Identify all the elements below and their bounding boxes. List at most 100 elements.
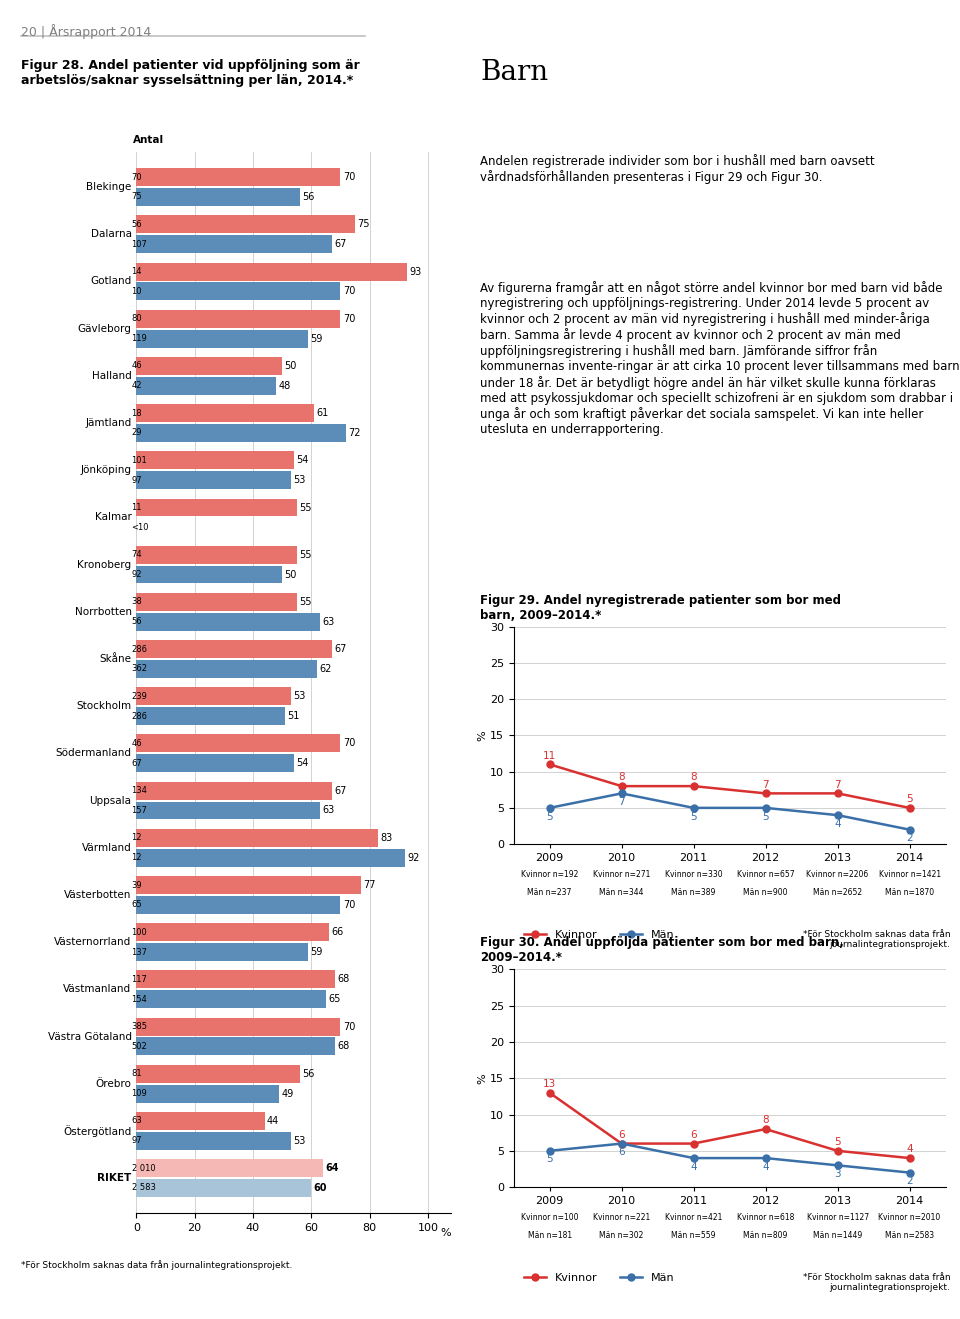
Text: 70: 70 [343,286,355,297]
Text: Västra Götaland: Västra Götaland [47,1031,132,1042]
Text: 70: 70 [343,1022,355,1031]
Text: 137: 137 [132,947,148,956]
Text: 54: 54 [296,455,308,466]
Bar [136,1084,279,1103]
Text: Män n=237: Män n=237 [527,888,572,897]
Text: 63: 63 [323,617,335,627]
Text: Barn: Barn [480,59,548,86]
Text: Kvinnor n=2206: Kvinnor n=2206 [806,871,869,880]
Text: 362: 362 [132,665,148,674]
Text: Örebro: Örebro [96,1079,132,1088]
Text: Kvinnor n=1127: Kvinnor n=1127 [806,1213,869,1223]
Text: 2 010: 2 010 [132,1163,156,1173]
Bar [136,215,355,233]
Bar [136,943,308,962]
Text: Kvinnor n=421: Kvinnor n=421 [665,1213,722,1223]
Text: 68: 68 [337,975,349,984]
Text: 54: 54 [296,758,308,768]
Bar [136,876,361,894]
Text: 8: 8 [762,1116,769,1125]
Text: Gotland: Gotland [90,277,132,286]
Text: Kvinnor n=618: Kvinnor n=618 [737,1213,794,1223]
Legend: Kvinnor, Män: Kvinnor, Män [519,1269,679,1287]
Text: Kvinnor n=2010: Kvinnor n=2010 [878,1213,941,1223]
Text: 7: 7 [762,780,769,790]
Bar [136,802,320,819]
Text: Män n=1449: Män n=1449 [813,1231,862,1240]
Text: Antal: Antal [132,135,163,145]
Text: 6: 6 [690,1130,697,1140]
Bar [136,235,331,253]
Bar [136,1112,265,1130]
Text: Figur 29. Andel nyregistrerade patienter som bor med
barn, 2009–2014.*: Figur 29. Andel nyregistrerade patienter… [480,594,841,621]
Text: 55: 55 [299,550,311,559]
Bar [136,687,291,706]
Bar [136,499,297,517]
Text: 60: 60 [314,1183,327,1192]
Text: 70: 70 [343,314,355,323]
Text: 62: 62 [320,663,332,674]
Legend: Kvinnor, Män: Kvinnor, Män [0,1261,2,1281]
Bar [136,262,407,281]
Text: 53: 53 [293,691,305,702]
Text: Kvinnor n=1421: Kvinnor n=1421 [878,871,941,880]
Text: Stockholm: Stockholm [77,702,132,711]
Text: 14: 14 [132,266,142,276]
Text: 65: 65 [328,995,341,1004]
Bar [136,451,294,470]
Text: Värmland: Värmland [82,843,132,853]
Text: Södermanland: Södermanland [56,748,132,758]
Bar [136,471,291,489]
Bar [136,330,308,347]
Text: Män n=389: Män n=389 [671,888,716,897]
Text: 97: 97 [132,476,142,484]
Text: 92: 92 [132,570,142,579]
Text: 56: 56 [132,617,142,627]
Text: Dalarna: Dalarna [90,230,132,239]
Bar [136,1179,311,1196]
Bar [136,357,282,375]
Text: 61: 61 [317,408,328,418]
Text: Halland: Halland [92,371,132,381]
Text: 12: 12 [132,853,142,863]
Text: Figur 28. Andel patienter vid uppföljning som är
arbetslös/saknar sysselsättning: Figur 28. Andel patienter vid uppföljnin… [21,59,360,87]
Text: Kvinnor n=221: Kvinnor n=221 [593,1213,650,1223]
Text: 53: 53 [293,1136,305,1146]
Text: 59: 59 [311,947,324,958]
Text: Figur 30. Andel uppföljda patienter som bor med barn,
2009–2014.*: Figur 30. Andel uppföljda patienter som … [480,936,844,964]
Bar [136,594,297,611]
Text: Män n=2652: Män n=2652 [813,888,862,897]
Text: 75: 75 [132,193,142,202]
Text: Kronoberg: Kronoberg [78,559,132,570]
Bar [136,377,276,394]
Bar [136,566,282,583]
Bar [136,423,347,442]
Text: 42: 42 [132,381,142,390]
Text: 75: 75 [357,219,370,230]
Text: 70: 70 [343,900,355,910]
Text: 4: 4 [762,1162,769,1171]
Text: 72: 72 [348,427,361,438]
Text: Andelen registrerade individer som bor i hushåll med barn oavsett vårdnadsförhål: Andelen registrerade individer som bor i… [480,154,875,185]
Text: 8: 8 [690,773,697,782]
Text: 5: 5 [690,811,697,822]
Text: 154: 154 [132,995,147,1004]
Text: Jämtland: Jämtland [85,418,132,429]
Y-axis label: %: % [477,729,487,741]
Text: *För Stockholm saknas data från
journalintegrationsprojekt.: *För Stockholm saknas data från journali… [803,930,950,950]
Bar [136,923,328,942]
Text: 64: 64 [325,1163,339,1173]
Text: 59: 59 [311,334,324,343]
Text: 67: 67 [334,786,347,795]
Bar [136,971,335,988]
Text: Män n=900: Män n=900 [743,888,788,897]
Bar [136,1038,335,1055]
Text: Kvinnor n=330: Kvinnor n=330 [664,871,723,880]
Text: 11: 11 [132,503,142,512]
Text: 56: 56 [302,193,314,202]
Text: 100: 100 [132,927,147,936]
Text: 81: 81 [132,1070,142,1079]
Bar [136,169,341,186]
Text: Östergötland: Östergötland [63,1125,132,1137]
Text: 67: 67 [334,239,347,249]
